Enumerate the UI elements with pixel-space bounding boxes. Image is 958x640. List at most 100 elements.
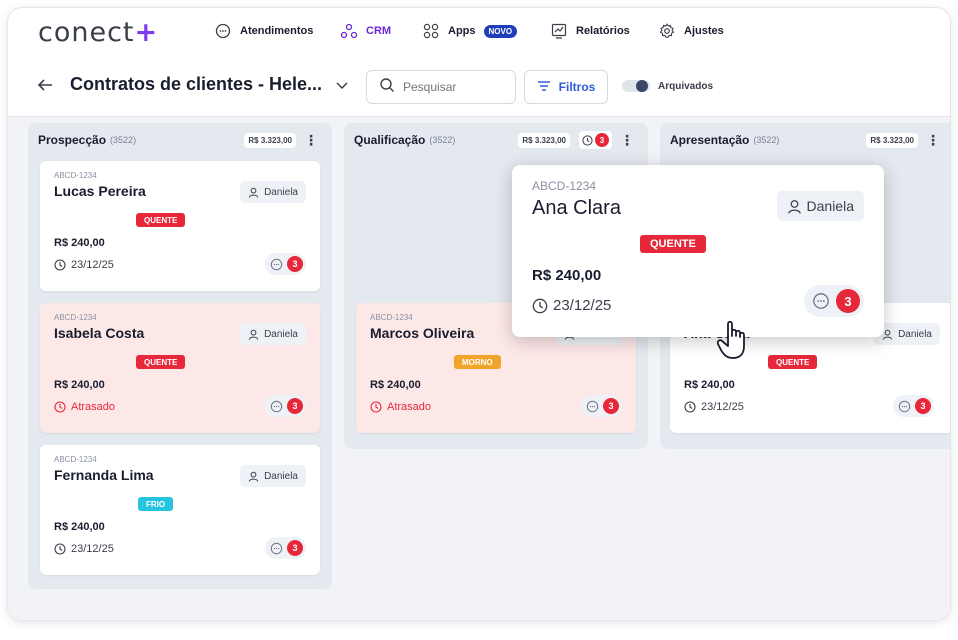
column-header: Qualificação (3522) R$ 3.323,00 3 ⋮ [354, 129, 638, 151]
user-icon [248, 471, 259, 482]
filter-icon [537, 80, 551, 95]
card-name: Fernanda Lima [54, 467, 154, 483]
logo[interactable]: conect+ [38, 17, 158, 48]
card-value: R$ 240,00 [684, 379, 735, 391]
card-name: Lucas Pereira [54, 183, 146, 199]
temperature-tag: QUENTE [136, 213, 186, 227]
column-amount: R$ 3.323,00 [244, 132, 296, 148]
column-title: Prospecção [38, 133, 107, 147]
archived-label: Arquivados [658, 80, 714, 92]
toggle-switch[interactable] [622, 80, 650, 92]
logo-text: conect [38, 17, 135, 48]
clock-icon [684, 401, 696, 413]
hand-cursor-icon [716, 320, 745, 359]
filters-label: Filtros [558, 80, 596, 94]
filters-button[interactable]: Filtros [524, 70, 608, 104]
date-text: Atrasado [71, 401, 116, 413]
nav-label: Apps [448, 25, 476, 37]
chevron-down-icon[interactable] [333, 76, 351, 94]
archived-toggle[interactable]: Arquivados [622, 80, 713, 92]
nav-item-atendimentos[interactable]: Atendimentos [214, 22, 313, 40]
card-date: 23/12/25 [684, 401, 744, 413]
back-arrow-icon[interactable] [36, 76, 54, 99]
messages-pill[interactable]: 3 [893, 395, 934, 417]
card-code: ABCD-1234 [370, 313, 413, 322]
clock-icon [370, 401, 382, 413]
card-name: Ana Clara [532, 197, 621, 219]
deal-card[interactable]: ABCD-1234 Isabela Costa Daniela QUENTE R… [40, 303, 320, 433]
messages-pill[interactable]: 3 [581, 395, 622, 417]
clock-icon [54, 543, 66, 555]
chat-icon [898, 400, 911, 412]
owner-chip[interactable]: Daniela [240, 465, 306, 487]
temperature-tag: QUENTE [136, 355, 186, 369]
report-icon [550, 22, 568, 40]
nav-label: Atendimentos [240, 25, 314, 37]
top-nav: conect+ Atendimentos CRM Apps NOVO Rela [8, 8, 950, 56]
search-icon [379, 77, 395, 98]
page-title: Contratos de clientes - Hele... [70, 74, 323, 94]
column-title: Qualificação [354, 133, 426, 147]
column-count: (3522) [110, 135, 137, 145]
search-input[interactable] [403, 80, 503, 94]
temperature-tag: QUENTE [768, 355, 818, 369]
message-count: 3 [603, 398, 619, 414]
temperature-tag: FRIO [138, 497, 174, 511]
message-count: 3 [915, 398, 931, 414]
chat-icon [813, 293, 829, 309]
owner-name: Daniela [806, 198, 854, 214]
clock-icon [54, 401, 66, 413]
messages-pill[interactable]: 3 [804, 285, 864, 317]
title-bar: Contratos de clientes - Hele... Filtros … [8, 64, 950, 108]
user-icon [882, 329, 893, 340]
user-icon [248, 329, 259, 340]
app-window: conect+ Atendimentos CRM Apps NOVO Rela [8, 8, 950, 620]
new-badge: NOVO [483, 24, 518, 38]
card-date: Atrasado [54, 401, 115, 413]
owner-chip[interactable]: Daniela [240, 181, 306, 203]
logo-plus: + [134, 17, 159, 48]
gear-icon [658, 22, 676, 40]
card-date: 23/12/25 [54, 259, 114, 271]
message-count: 3 [287, 398, 303, 414]
more-vertical-icon[interactable]: ⋮ [926, 132, 940, 148]
owner-name: Daniela [264, 328, 298, 340]
card-name: Marcos Oliveira [370, 325, 475, 341]
search-box[interactable] [366, 70, 516, 104]
deal-card[interactable]: ABCD-1234 Fernanda Lima Daniela FRIO R$ … [40, 445, 320, 575]
chat-icon [586, 400, 599, 412]
nav-item-apps[interactable]: Apps NOVO [422, 22, 518, 40]
messages-pill[interactable]: 3 [265, 537, 306, 559]
clock-icon [532, 298, 548, 313]
user-icon [787, 199, 801, 214]
owner-chip[interactable]: Daniela [874, 323, 940, 345]
card-value: R$ 240,00 [54, 237, 105, 249]
nav-label: Relatórios [576, 25, 630, 37]
owner-chip[interactable]: Daniela [240, 323, 306, 345]
card-value: R$ 240,00 [54, 379, 105, 391]
card-date: Atrasado [370, 401, 431, 413]
card-value: R$ 240,00 [54, 521, 105, 533]
nav-label: CRM [366, 25, 392, 37]
nav-item-crm[interactable]: CRM [340, 22, 391, 40]
overdue-count: 3 [595, 133, 609, 147]
nav-item-relatorios[interactable]: Relatórios [550, 22, 630, 40]
dragging-card[interactable]: ABCD-1234 Ana Clara Daniela QUENTE R$ 24… [512, 165, 884, 337]
date-text: 23/12/25 [71, 543, 114, 555]
temperature-tag: QUENTE [640, 235, 706, 253]
temperature-tag: MORNO [454, 355, 501, 369]
deal-card[interactable]: ABCD-1234 Lucas Pereira Daniela QUENTE R… [40, 161, 320, 291]
nav-item-ajustes[interactable]: Ajustes [658, 22, 724, 40]
messages-pill[interactable]: 3 [265, 253, 306, 275]
overdue-indicator[interactable]: 3 [579, 131, 612, 149]
clock-icon [54, 259, 66, 271]
card-code: ABCD-1234 [54, 313, 97, 322]
column-amount: R$ 3.323,00 [866, 132, 918, 148]
messages-pill[interactable]: 3 [265, 395, 306, 417]
owner-chip[interactable]: Daniela [776, 191, 864, 221]
nav-label: Ajustes [684, 25, 724, 37]
more-vertical-icon[interactable]: ⋮ [620, 132, 634, 148]
more-vertical-icon[interactable]: ⋮ [304, 132, 318, 148]
apps-grid-icon [422, 22, 440, 40]
owner-name: Daniela [898, 328, 932, 340]
